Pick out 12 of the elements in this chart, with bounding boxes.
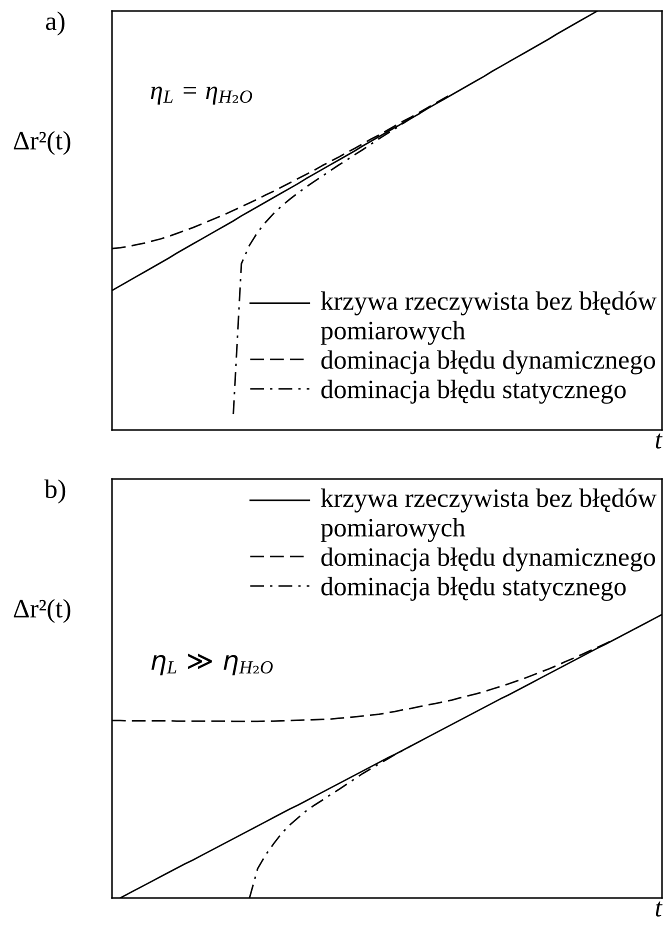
legend-label: dominacja błędu statycznego <box>321 576 626 601</box>
y-axis-title: Δr²(t) <box>14 131 70 155</box>
annotation: η$_{L}$ = η$_{H₂O}$ <box>150 86 252 105</box>
legend-label: dominacja błędu dynamicznego <box>321 547 656 572</box>
legend-label: dominacja błędu statycznego <box>321 380 626 404</box>
x-axis-title: t <box>656 901 663 917</box>
legend-label: dominacja błędu dynamicznego <box>321 350 656 374</box>
annotation: η$_{L}$ ≫ η$_{H₂O}$ <box>151 654 273 676</box>
chart-title: b) <box>44 480 66 504</box>
chart-title: a) <box>46 12 64 36</box>
y-axis-title: Δr²(t) <box>14 599 70 623</box>
x-axis-title: t <box>656 433 663 449</box>
